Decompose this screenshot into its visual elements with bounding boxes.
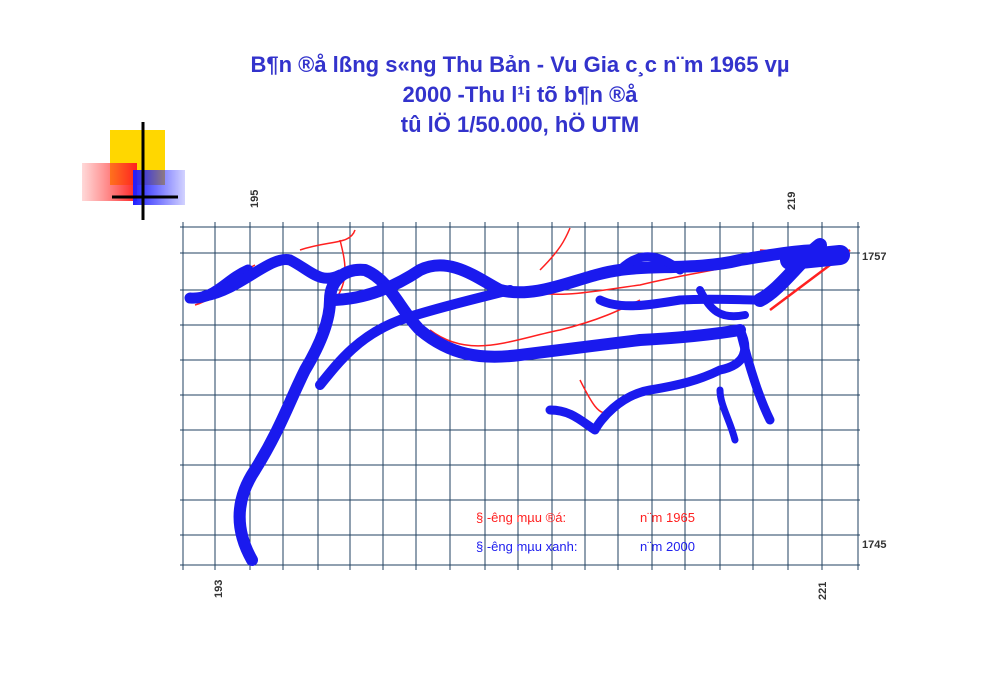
river-2000	[184, 238, 850, 566]
title-line: 2000 -Thu l¹i tõ b¶n ®å	[402, 82, 638, 107]
title-line: tû lÖ 1/50.000, hÖ UTM	[400, 112, 640, 137]
coord-label: 193	[213, 580, 225, 598]
coordinates: 195 219 193 221 1757 1745	[213, 190, 886, 600]
legend-year: n¨m 1965	[640, 510, 695, 525]
legend-label: § -êng mµu ®á:	[476, 510, 566, 525]
coord-label: 195	[249, 190, 261, 208]
coord-label: 219	[786, 192, 798, 210]
decoration	[82, 122, 185, 220]
coord-label: 221	[817, 582, 829, 600]
title: B¶n ®å lßng s«ng Thu Bản - Vu Gia c¸c n¨…	[120, 50, 920, 140]
coord-label: 1757	[862, 251, 886, 263]
legend: § -êng mµu ®á: n¨m 1965 § -êng mµu xanh:…	[476, 510, 695, 554]
legend-year: n¨m 2000	[640, 539, 695, 554]
title-line: B¶n ®å lßng s«ng Thu Bản - Vu Gia c¸c n¨…	[250, 52, 790, 77]
legend-label: § -êng mµu xanh:	[476, 539, 577, 554]
coord-label: 1745	[862, 539, 886, 551]
